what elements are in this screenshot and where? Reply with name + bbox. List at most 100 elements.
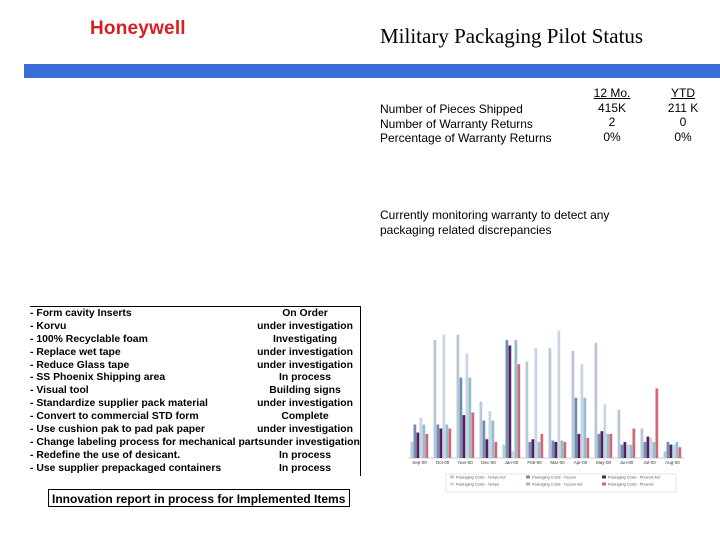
bar [580, 364, 584, 458]
bar [410, 441, 414, 458]
bar [669, 444, 673, 458]
metric-value: 0% [603, 129, 621, 144]
list-item: - Convert to commercial STD form Complete [30, 411, 360, 424]
bar [456, 334, 460, 458]
note-line: Currently monitoring warranty to detect … [380, 208, 610, 222]
item-task: - Standardize supplier pack material [30, 398, 208, 410]
item-task: - Use supplier prepackaged containers [30, 462, 222, 474]
bar [597, 433, 601, 458]
item-task: - Convert to commercial STD form [30, 411, 199, 423]
metric-label-shipped: Number of Pieces Shipped [380, 102, 523, 116]
bar [617, 409, 621, 458]
item-task: - Change labeling process for mechanical… [30, 436, 264, 448]
bar [609, 433, 613, 458]
list-item: - Replace wet tape under investigation [30, 347, 360, 360]
bar [600, 431, 604, 458]
note-line: packaging related discrepancies [380, 223, 552, 237]
bar [442, 334, 446, 458]
bar [491, 420, 495, 458]
list-item: - Form cavity Inserts On Order [30, 308, 360, 321]
legend-box [445, 473, 677, 493]
x-tick-label: Aug-00 [665, 460, 680, 465]
x-tick-label: Oct-00 [436, 460, 450, 465]
list-item: - Reduce Glass tape under investigation [30, 360, 360, 373]
item-status: Complete [281, 411, 329, 423]
bar [462, 415, 466, 458]
bar [563, 441, 567, 458]
bar [517, 364, 521, 458]
bar [445, 424, 449, 458]
legend-swatch [602, 482, 606, 486]
x-tick-label: Feb-00 [527, 460, 542, 465]
item-task: - Redefine the use of desicant. [30, 449, 181, 461]
bar [439, 428, 443, 458]
bar [548, 348, 552, 458]
legend-swatch [526, 482, 530, 486]
bar [459, 377, 463, 458]
bar [540, 433, 544, 458]
legend-entry: Packaging Costs - Phoenix Act [608, 476, 661, 480]
list-item: - Standardize supplier pack material unde… [30, 398, 360, 411]
bar [649, 437, 653, 458]
item-status: under investigation [257, 359, 353, 371]
item-status: under investigation [264, 436, 360, 448]
list-item: - Change labeling process for mechanical… [30, 437, 360, 450]
legend-entry: Packaging Costs - Phoenix [608, 483, 654, 487]
slide-title: Military Packaging Pilot Status [380, 24, 644, 48]
bar [525, 361, 529, 458]
bar [603, 404, 607, 458]
metric-value: 0 [679, 115, 687, 129]
honeywell-logo: Honeywell [90, 18, 186, 39]
item-status: On Order [282, 308, 328, 319]
bar [528, 441, 532, 458]
legend-entry: Packaging Costs - Tucson Act [532, 483, 583, 487]
bar [594, 342, 598, 458]
bar [448, 428, 452, 458]
bar [465, 353, 469, 458]
item-task: - Visual tool [30, 385, 89, 397]
bar [468, 377, 472, 458]
bar [655, 388, 659, 458]
bar [623, 441, 627, 458]
x-tick-label: May-00 [596, 460, 612, 465]
list-item: - 100% Recyclable foam Investigating [30, 334, 360, 347]
bar [554, 441, 558, 458]
x-tick-label: Jul-00 [643, 460, 656, 465]
metric-value: 211 K [667, 100, 699, 115]
bar [422, 424, 426, 458]
bar [419, 417, 423, 458]
list-item: - Use supplier prepackaged containers In … [30, 463, 360, 476]
item-status: under investigation [257, 320, 353, 332]
metric-value: 0% [674, 129, 692, 144]
bar [632, 428, 636, 458]
item-status: In process [279, 462, 331, 474]
item-task: - 100% Recyclable foam [30, 333, 148, 345]
bar [485, 439, 489, 458]
list-item: - Redefine the use of desicant. In proces… [30, 450, 360, 463]
x-tick-label: Nov-00 [458, 460, 473, 465]
item-task: - Reduce Glass tape [30, 359, 130, 371]
bar [436, 424, 440, 458]
item-status: Investigating [272, 333, 338, 345]
metric-labels: Number of Pieces Shipped Number of Warra… [380, 102, 552, 146]
metric-column-12mo: 12 Mo. 415K 2 0% [590, 86, 634, 144]
bar [557, 330, 561, 458]
bar [413, 424, 417, 458]
x-tick-label: Dec-00 [481, 460, 496, 465]
item-status: In process [279, 372, 331, 384]
bar [505, 340, 509, 458]
packaging-costs-chart: Sep-00 Oct-00 Nov-00 Dec-00 Jan-00 Feb-00 Mar-… [408, 330, 684, 493]
bar [482, 420, 486, 458]
legend-entry: Packaging Costs - Tucson [532, 476, 576, 480]
list-item: - Visual tool Building signs [30, 385, 360, 398]
metric-column-ytd: YTD 211 K 0 0% [660, 86, 706, 144]
bar [666, 441, 670, 458]
legend-entry: Packaging Costs - Tempe [456, 483, 499, 487]
bar [425, 433, 429, 458]
bar [583, 397, 587, 458]
bar [508, 345, 512, 458]
x-tick-label: Sep-00 [412, 460, 427, 465]
bar [531, 439, 535, 458]
bar [586, 437, 590, 458]
item-status: under investigation [257, 346, 353, 358]
